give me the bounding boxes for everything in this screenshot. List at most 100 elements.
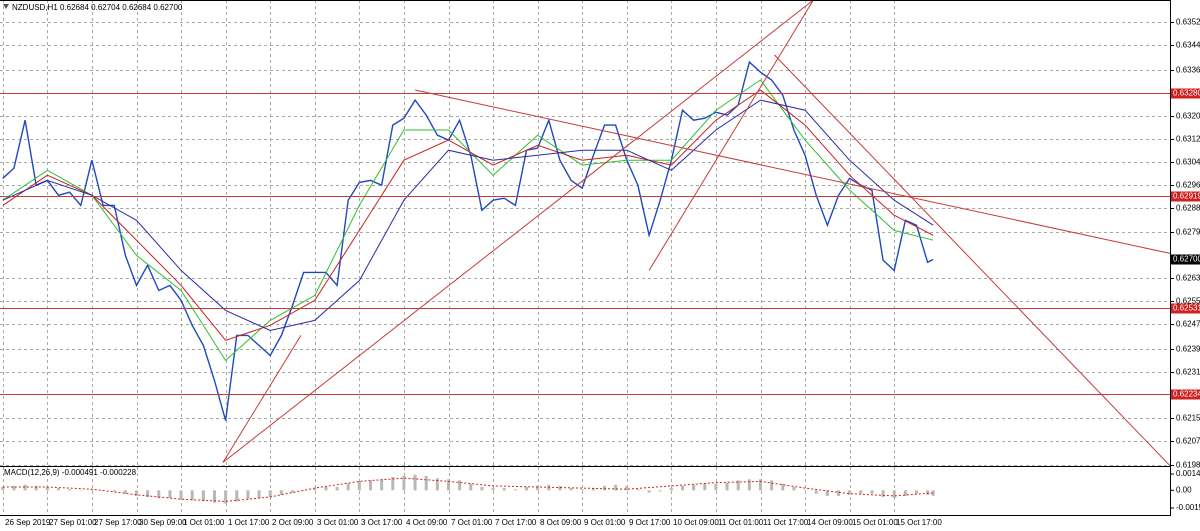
macd-bar <box>614 484 618 491</box>
x-tick-label: 2 Oct 09:00 <box>272 518 314 527</box>
macd-bar <box>513 489 517 491</box>
price-label: 0.62700 <box>1173 255 1200 264</box>
x-tick-label: 3 Oct 17:00 <box>361 518 403 527</box>
macd-bar <box>658 490 662 492</box>
trendline <box>774 54 1170 466</box>
macd-bar <box>558 485 562 491</box>
macd-bar <box>848 490 852 495</box>
x-tick-label: 11 Oct 01:00 <box>718 518 764 527</box>
x-tick-label: 1 Oct 01:00 <box>183 518 225 527</box>
y-tick-label: 0.62635 <box>1176 274 1200 283</box>
level-label: 0.63280 <box>1173 89 1200 98</box>
x-tick-label: 7 Oct 17:00 <box>495 518 537 527</box>
macd-bar <box>714 483 718 491</box>
level-label-box <box>1171 191 1200 202</box>
moving-average <box>2 99 934 332</box>
macd-bar <box>792 487 796 491</box>
macd-bar <box>603 485 606 491</box>
macd-bar <box>413 474 417 491</box>
y-tick-label: -0.00159 <box>1176 503 1200 512</box>
y-tick-label: 0.63525 <box>1176 18 1200 27</box>
macd-bar <box>569 488 573 491</box>
y-tick-label: 0.00147 <box>1176 469 1200 478</box>
level-label: 0.62234 <box>1173 390 1200 399</box>
macd-bar <box>45 487 49 491</box>
macd-bar <box>346 483 350 491</box>
macd-bar <box>915 490 918 494</box>
macd-bar <box>931 490 935 496</box>
trendline <box>648 0 814 271</box>
x-tick-label: 26 Sep 2019 <box>5 518 51 527</box>
x-tick-label: 1 Oct 17:00 <box>228 518 270 527</box>
macd-bar <box>469 483 473 491</box>
macd-bar <box>112 490 116 492</box>
macd-bar <box>825 490 829 496</box>
macd-bar <box>424 475 428 491</box>
macd-bar <box>747 479 751 491</box>
macd-bar <box>502 488 506 491</box>
y-tick-label: 0.00 <box>1176 485 1192 494</box>
y-tick-label: 0.62795 <box>1176 228 1200 237</box>
macd-bar <box>803 490 807 491</box>
macd-bar <box>12 485 16 491</box>
x-tick-label: 30 Sep 09:00 <box>139 518 187 527</box>
macd-bar <box>380 479 384 491</box>
x-tick-label: 8 Oct 09:00 <box>540 518 582 527</box>
macd-bar <box>257 490 261 499</box>
trendline <box>414 89 1170 254</box>
macd-bar <box>1 487 5 491</box>
macd-bar <box>57 488 60 491</box>
macd-bar <box>279 490 283 495</box>
x-tick-label: 10 Oct 09:00 <box>673 518 719 527</box>
macd-bar <box>246 490 250 500</box>
macd-bar <box>268 490 272 497</box>
macd-bar <box>302 490 306 491</box>
macd-bar <box>157 490 161 499</box>
macd-bar <box>837 490 840 496</box>
x-tick-label: 4 Oct 09:00 <box>406 518 448 527</box>
macd-bar <box>703 483 707 491</box>
x-tick-label: 3 Oct 01:00 <box>317 518 359 527</box>
macd-bar <box>23 484 27 491</box>
macd-bar <box>335 487 339 491</box>
moving-average <box>2 89 934 341</box>
macd-bar <box>770 480 774 491</box>
macd-bar <box>881 490 885 497</box>
macd-bar <box>213 490 216 503</box>
y-tick-label: 0.62475 <box>1176 320 1200 329</box>
macd-bar <box>146 490 150 497</box>
macd-bar <box>224 490 228 504</box>
symbol-icon <box>3 4 9 9</box>
macd-bar <box>235 490 239 502</box>
level-label-box <box>1171 303 1200 314</box>
y-tick-label: 0.63445 <box>1176 41 1200 50</box>
macd-bar <box>168 490 172 499</box>
macd-bar <box>636 489 640 491</box>
x-tick-label: 7 Oct 01:00 <box>451 518 493 527</box>
macd-bar <box>892 490 896 499</box>
macd-bar <box>324 487 328 491</box>
macd-bar <box>402 475 406 491</box>
macd-bar <box>90 489 94 491</box>
macd-bar <box>903 490 907 496</box>
level-label: 0.62531 <box>1173 304 1200 313</box>
price-label-box <box>1171 254 1200 265</box>
x-tick-label: 9 Oct 01:00 <box>584 518 626 527</box>
macd-bar <box>525 487 528 491</box>
macd-bar <box>591 488 595 491</box>
macd-bar <box>291 490 294 493</box>
chart-title: NZDUSD,H1 0.62684 0.62704 0.62684 0.6270… <box>12 3 183 12</box>
macd-bar <box>447 479 450 491</box>
x-tick-label: 15 Oct 17:00 <box>896 518 942 527</box>
macd-bar <box>79 490 83 491</box>
x-tick-label: 11 Oct 17:00 <box>763 518 809 527</box>
macd-bar <box>201 490 205 502</box>
